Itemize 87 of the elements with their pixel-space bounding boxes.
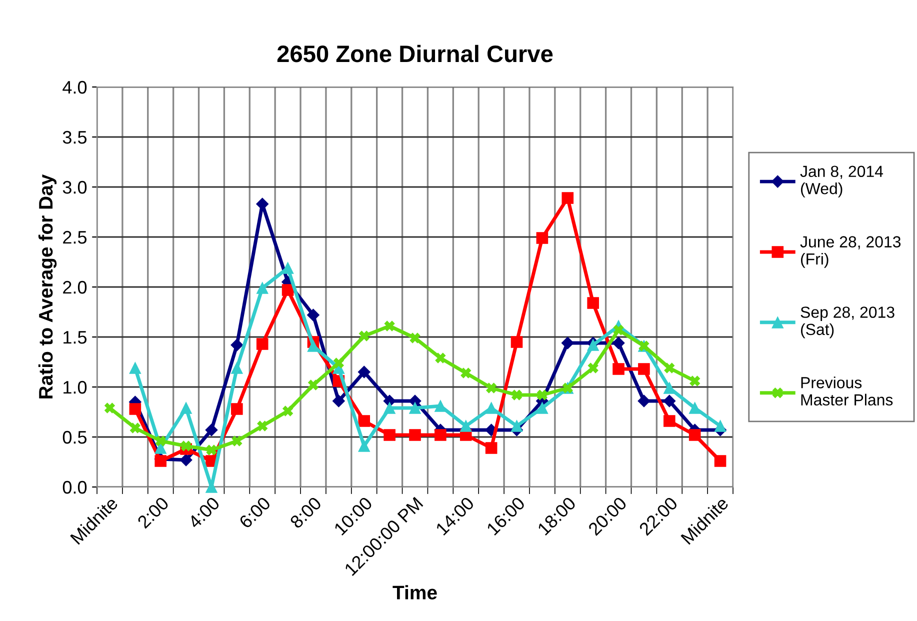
point bbox=[663, 382, 676, 394]
point bbox=[129, 362, 142, 374]
y-tick-label: 4.0 bbox=[62, 80, 87, 94]
point bbox=[485, 402, 498, 414]
point bbox=[231, 403, 243, 415]
legend-label: Sep 28, 2013 (Sat) bbox=[800, 306, 894, 338]
point bbox=[257, 420, 268, 432]
point bbox=[332, 394, 345, 408]
x-tick-label: 4:00 bbox=[187, 496, 220, 530]
y-tick-label: 0.0 bbox=[62, 480, 87, 494]
point bbox=[155, 436, 166, 446]
y-tick-label: 0.5 bbox=[62, 430, 87, 444]
point bbox=[307, 308, 320, 322]
point bbox=[512, 390, 522, 400]
point bbox=[587, 339, 599, 351]
point bbox=[358, 415, 370, 427]
point bbox=[664, 362, 675, 374]
point bbox=[613, 324, 624, 336]
point bbox=[460, 368, 472, 378]
point bbox=[638, 363, 650, 375]
point bbox=[384, 402, 396, 414]
point bbox=[612, 336, 625, 350]
y-tick-label: 2.0 bbox=[63, 280, 87, 294]
x-axis-title: Time bbox=[392, 585, 437, 600]
point bbox=[104, 402, 115, 414]
legend-label: Jan 8, 2014 (Wed) bbox=[800, 166, 884, 198]
point bbox=[231, 362, 243, 374]
point bbox=[714, 420, 726, 432]
point bbox=[282, 284, 294, 296]
point bbox=[536, 232, 548, 244]
point bbox=[714, 455, 726, 467]
point bbox=[409, 429, 421, 441]
point bbox=[130, 422, 140, 434]
point bbox=[180, 454, 192, 466]
point bbox=[256, 338, 268, 350]
point bbox=[485, 442, 498, 454]
point bbox=[638, 394, 650, 408]
point bbox=[510, 420, 523, 432]
point bbox=[308, 380, 318, 390]
point bbox=[688, 402, 701, 414]
point bbox=[333, 358, 344, 368]
legend-label: June 28, 2013 (Fri) bbox=[800, 236, 901, 268]
point bbox=[232, 436, 242, 446]
point bbox=[460, 420, 472, 432]
point bbox=[384, 320, 395, 332]
y-tick-label: 2.5 bbox=[63, 230, 87, 244]
point bbox=[588, 362, 598, 374]
point bbox=[409, 402, 421, 414]
point bbox=[256, 282, 268, 294]
point bbox=[180, 402, 192, 414]
point bbox=[562, 192, 574, 204]
point bbox=[282, 262, 294, 274]
point bbox=[206, 444, 217, 456]
point bbox=[180, 440, 192, 452]
point bbox=[561, 336, 574, 350]
point bbox=[282, 406, 294, 416]
point bbox=[358, 366, 370, 378]
point bbox=[230, 338, 244, 352]
point bbox=[663, 394, 676, 408]
y-axis-title: Ratio to Average for Day bbox=[38, 174, 57, 398]
point bbox=[434, 429, 446, 441]
chart-title: 2650 Zone Diurnal Curve bbox=[277, 44, 553, 62]
point bbox=[410, 332, 420, 344]
x-tick-label: 8:00 bbox=[289, 496, 322, 530]
legend-label: Previous Master Plans bbox=[801, 376, 893, 406]
point bbox=[205, 424, 218, 436]
y-tick-label: 1.5 bbox=[64, 331, 87, 344]
point bbox=[536, 390, 548, 400]
point bbox=[690, 376, 700, 386]
y-tick-label: 1.0 bbox=[64, 380, 87, 394]
point bbox=[358, 440, 370, 452]
point bbox=[486, 382, 497, 394]
point bbox=[435, 352, 446, 364]
point bbox=[510, 336, 523, 348]
point bbox=[358, 330, 370, 342]
y-tick-label: 3.0 bbox=[62, 180, 87, 194]
point bbox=[154, 455, 167, 467]
x-tick-label: 6:00 bbox=[238, 496, 272, 529]
point bbox=[536, 402, 548, 414]
y-tick-label: 3.5 bbox=[62, 130, 87, 144]
point bbox=[663, 415, 676, 427]
point bbox=[688, 429, 701, 441]
point bbox=[587, 297, 599, 309]
point bbox=[129, 403, 142, 415]
point bbox=[384, 429, 396, 441]
point bbox=[434, 400, 446, 412]
point bbox=[612, 363, 624, 375]
